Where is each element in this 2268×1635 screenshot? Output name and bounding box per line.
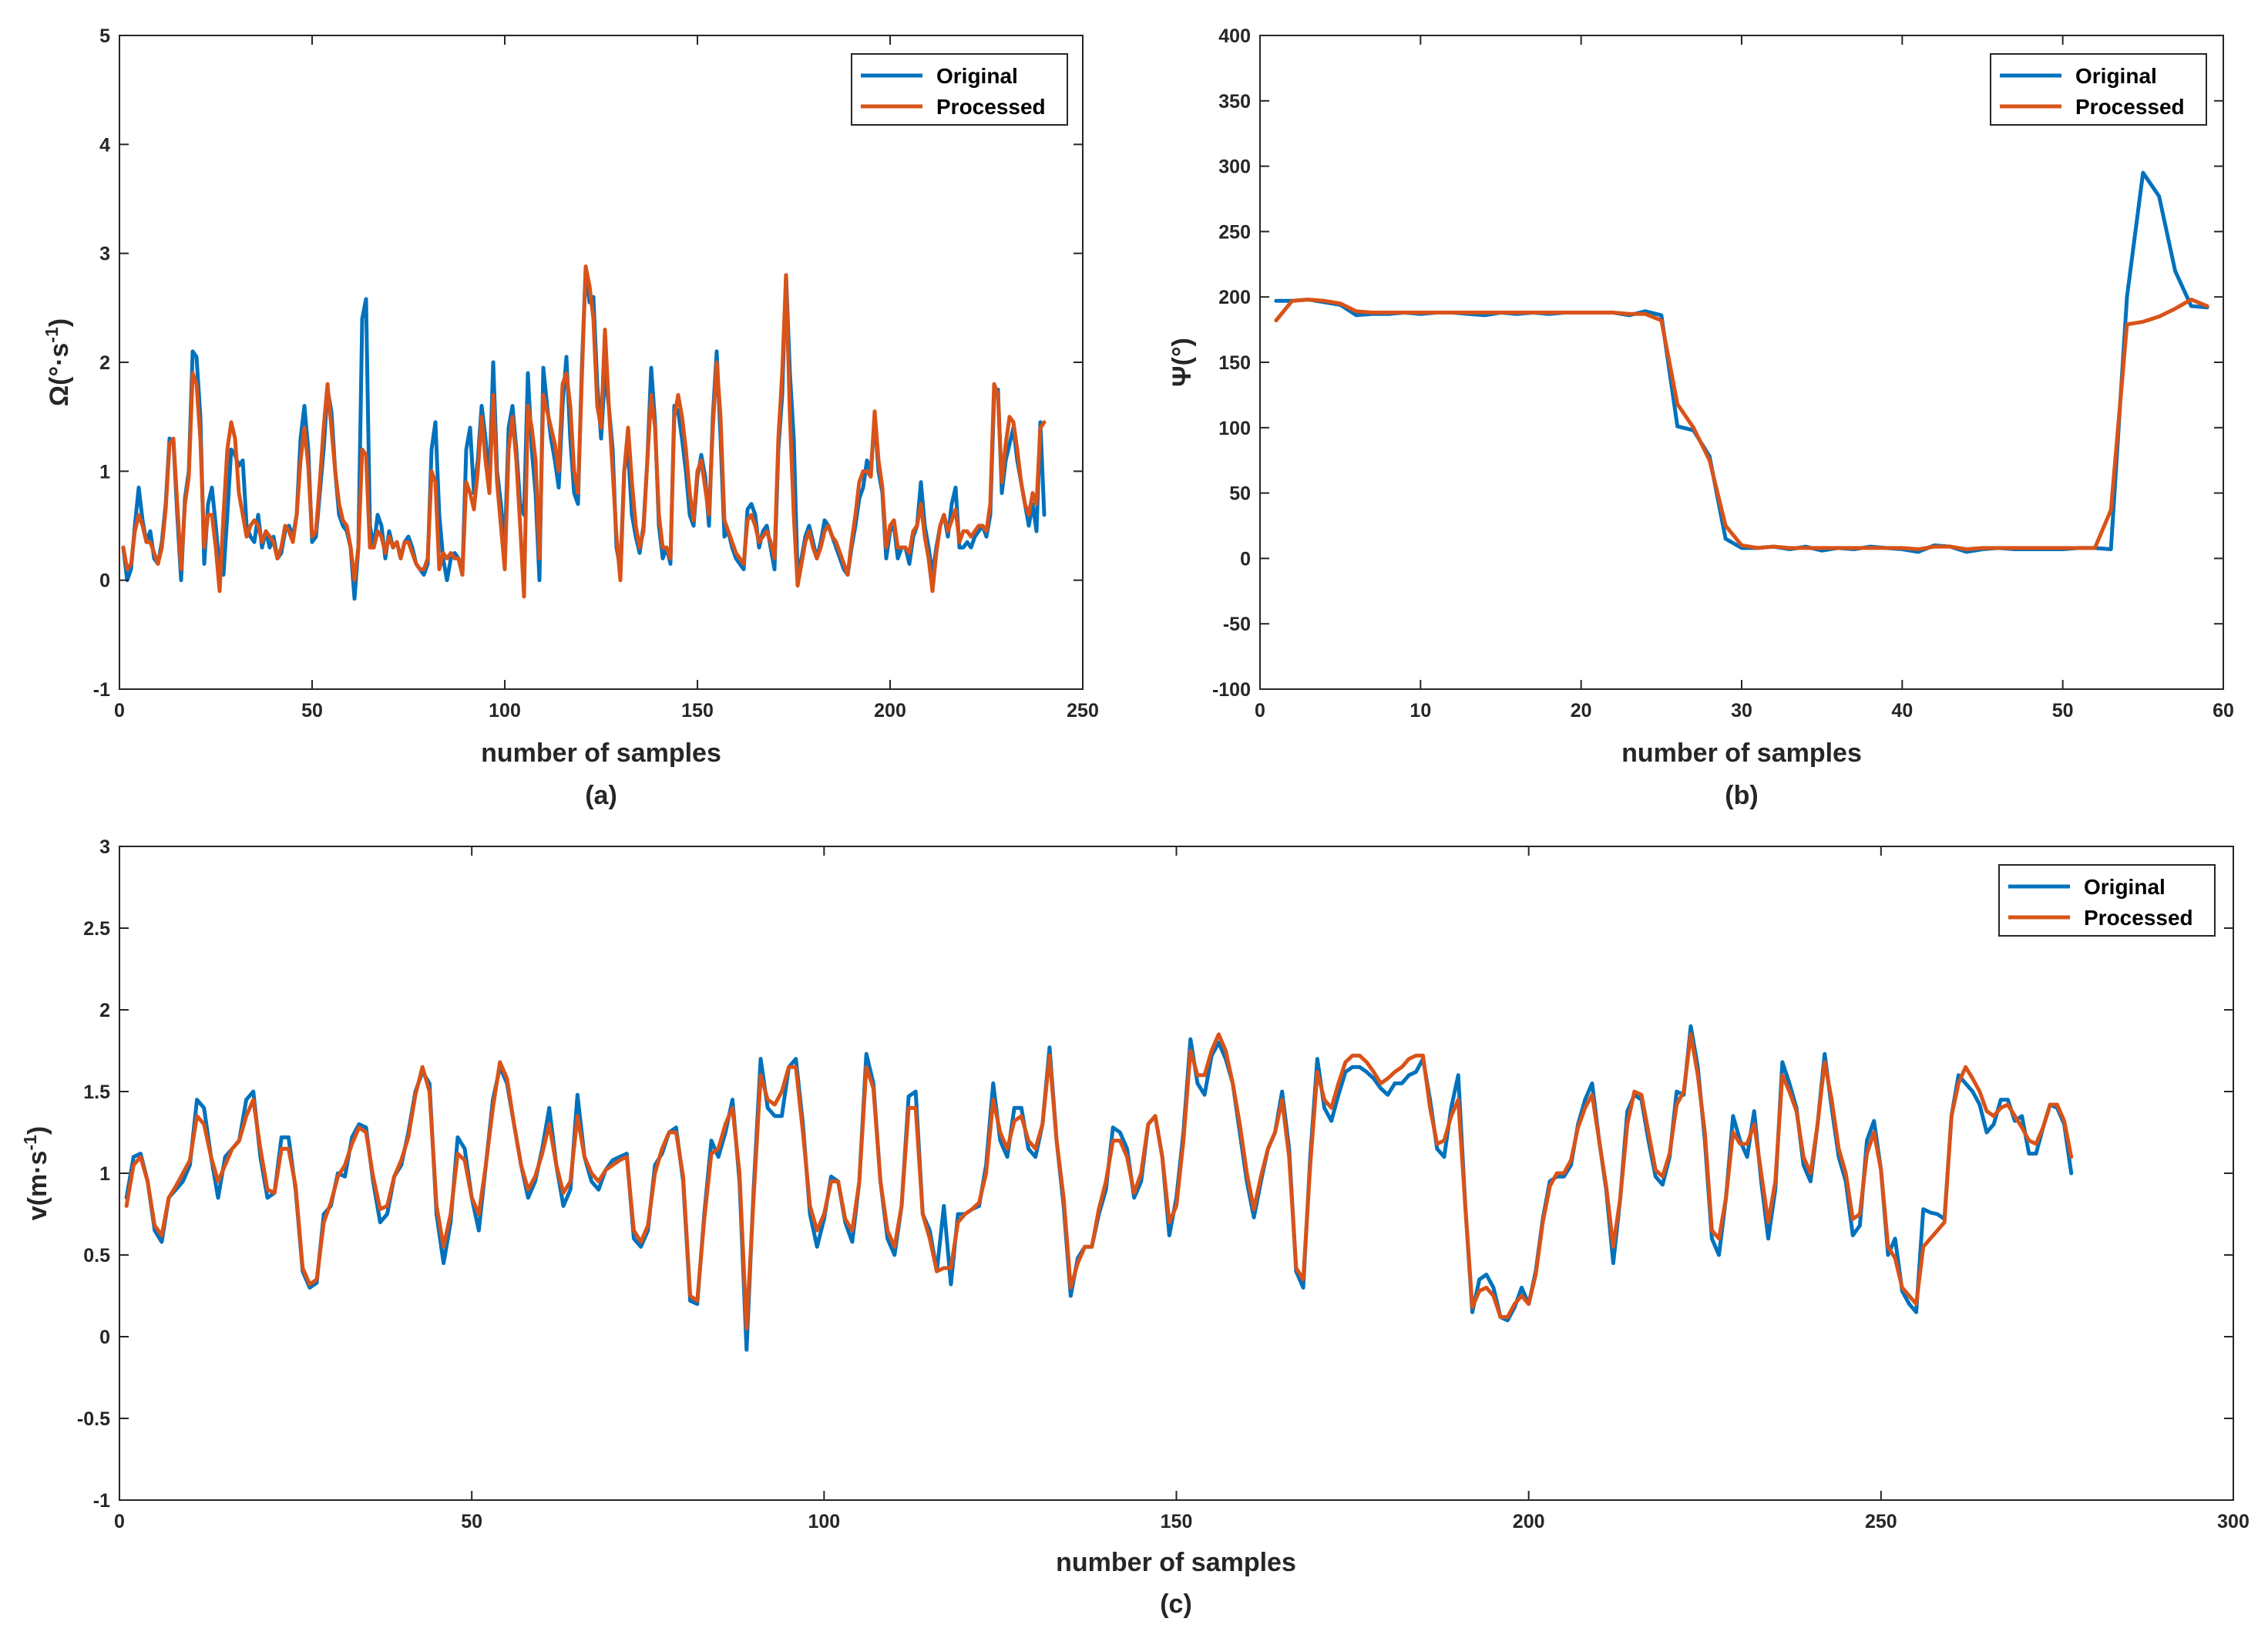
subplot-a-lines (121, 264, 1047, 601)
subplot-c-ytick-label: 1.5 (83, 1082, 110, 1103)
subplot-a-xtick-label: 150 (681, 700, 714, 722)
subplot-c-ytick-label: 3 (99, 836, 110, 858)
subplot-c-ytick-label: 2 (99, 1000, 110, 1021)
subplot-a-ytick-label: 3 (99, 244, 110, 265)
subplot-b-ytick-label: 200 (1218, 287, 1251, 308)
subplot-b-xtick-label: 40 (1891, 700, 1913, 722)
subplot-b-ytick-label: -50 (1223, 614, 1251, 635)
subplot-a-xtick-label: 200 (874, 700, 906, 722)
subplot-b-xtick-label: 20 (1571, 700, 1592, 722)
subplot-a-legend-box (851, 53, 1068, 126)
subplot-c-xtick-label: 300 (2217, 1511, 2250, 1532)
subplot-c-ytick-label: 0 (99, 1327, 110, 1348)
subplot-b-legend-original-label: Original (2075, 64, 2157, 88)
subplot-b-xtick-label: 10 (1410, 700, 1431, 722)
subplot-a-ytick-label: 0 (99, 570, 110, 592)
subplot-b-xtick-label: 50 (2052, 700, 2074, 722)
subplot-b-ytick-label: 50 (1229, 483, 1251, 505)
subplot-c-xtick-label: 100 (808, 1511, 840, 1532)
subplot-a-legend-original-label: Original (936, 64, 1018, 88)
subplot-b-ytick-label: 350 (1218, 91, 1251, 113)
subplot-b-ytick-label: -100 (1212, 679, 1251, 701)
subplot-a-y-axis-label: Ω(°·s-1) (42, 318, 74, 406)
subplot-b-legend-processed-label: Processed (2075, 95, 2185, 119)
subplot-c-caption: (c) (1160, 1590, 1192, 1619)
subplot-c-ticks: 0 50 100 150 200 250 300 -1 -0.5 0 0.5 1 1.5 2 2.5 3 (77, 836, 2250, 1532)
subplot-c-ytick-label: 0.5 (83, 1245, 110, 1267)
subplot-b-legend: Original Processed (1990, 53, 2207, 126)
subplot-b-xtick-label: 60 (2213, 700, 2234, 722)
subplot-c-xtick-label: 0 (114, 1511, 125, 1532)
subplot-c-lines (124, 1024, 2074, 1352)
subplot-c-legend-box (1998, 864, 2216, 937)
subplot-c-series-processed (124, 1032, 2074, 1331)
subplot-c-legend-original-label: Original (2084, 875, 2166, 899)
subplot-b-ytick-label: 250 (1218, 221, 1251, 243)
subplot-c-x-axis-label: number of samples (1056, 1548, 1296, 1577)
subplot-c-ytick-label: -1 (93, 1490, 110, 1512)
subplot-c-legend: Original Processed (1998, 864, 2216, 937)
subplot-a-ytick-label: 1 (99, 461, 110, 483)
subplot-c-ytick-label: 2.5 (83, 918, 110, 940)
subplot-b-ytick-label: 100 (1218, 418, 1251, 439)
subplot-b-xtick-label: 0 (1255, 700, 1265, 722)
subplot-a-series-processed (121, 264, 1047, 599)
subplot-b-ticks: 0 10 20 30 40 50 60 -100 -50 0 50 100 150 200 250 300 35… (1212, 25, 2234, 722)
subplot-b-legend-box (1990, 53, 2207, 126)
subplot-b-ytick-label: 150 (1218, 352, 1251, 374)
subplot-a-xtick-label: 250 (1067, 700, 1099, 722)
subplot-c-legend-processed-label: Processed (2084, 906, 2193, 930)
subplot-c-xtick-label: 250 (1865, 1511, 1897, 1532)
subplot-b: 0 10 20 30 40 50 60 -100 -50 0 50 100 150 200 250 300 35… (1168, 25, 2234, 810)
subplot-c-ytick-label: 1 (99, 1163, 110, 1185)
subplot-b-ytick-label: 0 (1240, 548, 1251, 570)
subplot-b-ytick-label: 400 (1218, 25, 1251, 47)
subplot-c-ytick-label: -0.5 (77, 1408, 110, 1430)
subplot-b-x-axis-label: number of samples (1621, 738, 1862, 768)
subplot-a-legend-processed-label: Processed (936, 95, 1046, 119)
subplot-c-xtick-label: 200 (1513, 1511, 1545, 1532)
subplot-a-ytick-label: 2 (99, 352, 110, 374)
subplot-c: 0 50 100 150 200 250 300 -1 -0.5 0 0.5 1 1.5 2 2.5 3 nu… (20, 836, 2250, 1619)
subplot-a-caption: (a) (585, 781, 617, 810)
subplot-a-xtick-label: 0 (114, 700, 125, 722)
subplot-c-xtick-label: 150 (1161, 1511, 1193, 1532)
subplot-b-series-processed (1274, 298, 2209, 552)
subplot-a-legend: Original Processed (851, 53, 1068, 126)
subplot-a-ytick-label: 5 (99, 25, 110, 47)
subplot-b-lines (1274, 170, 2209, 554)
subplot-a-xtick-label: 100 (489, 700, 521, 722)
subplot-a-ytick-label: -1 (93, 679, 110, 701)
subplot-a-xtick-label: 50 (301, 700, 323, 722)
subplot-a-ytick-label: 4 (99, 134, 110, 156)
subplot-b-y-axis-label: Ψ(°) (1168, 338, 1197, 387)
subplot-b-xtick-label: 30 (1731, 700, 1752, 722)
subplot-a-x-axis-label: number of samples (481, 738, 721, 768)
subplot-c-y-axis-label: v(m·s-1) (20, 1126, 52, 1220)
subplot-b-caption: (b) (1725, 781, 1758, 810)
subplot-b-ytick-label: 300 (1218, 156, 1251, 178)
subplot-c-xtick-label: 50 (461, 1511, 482, 1532)
